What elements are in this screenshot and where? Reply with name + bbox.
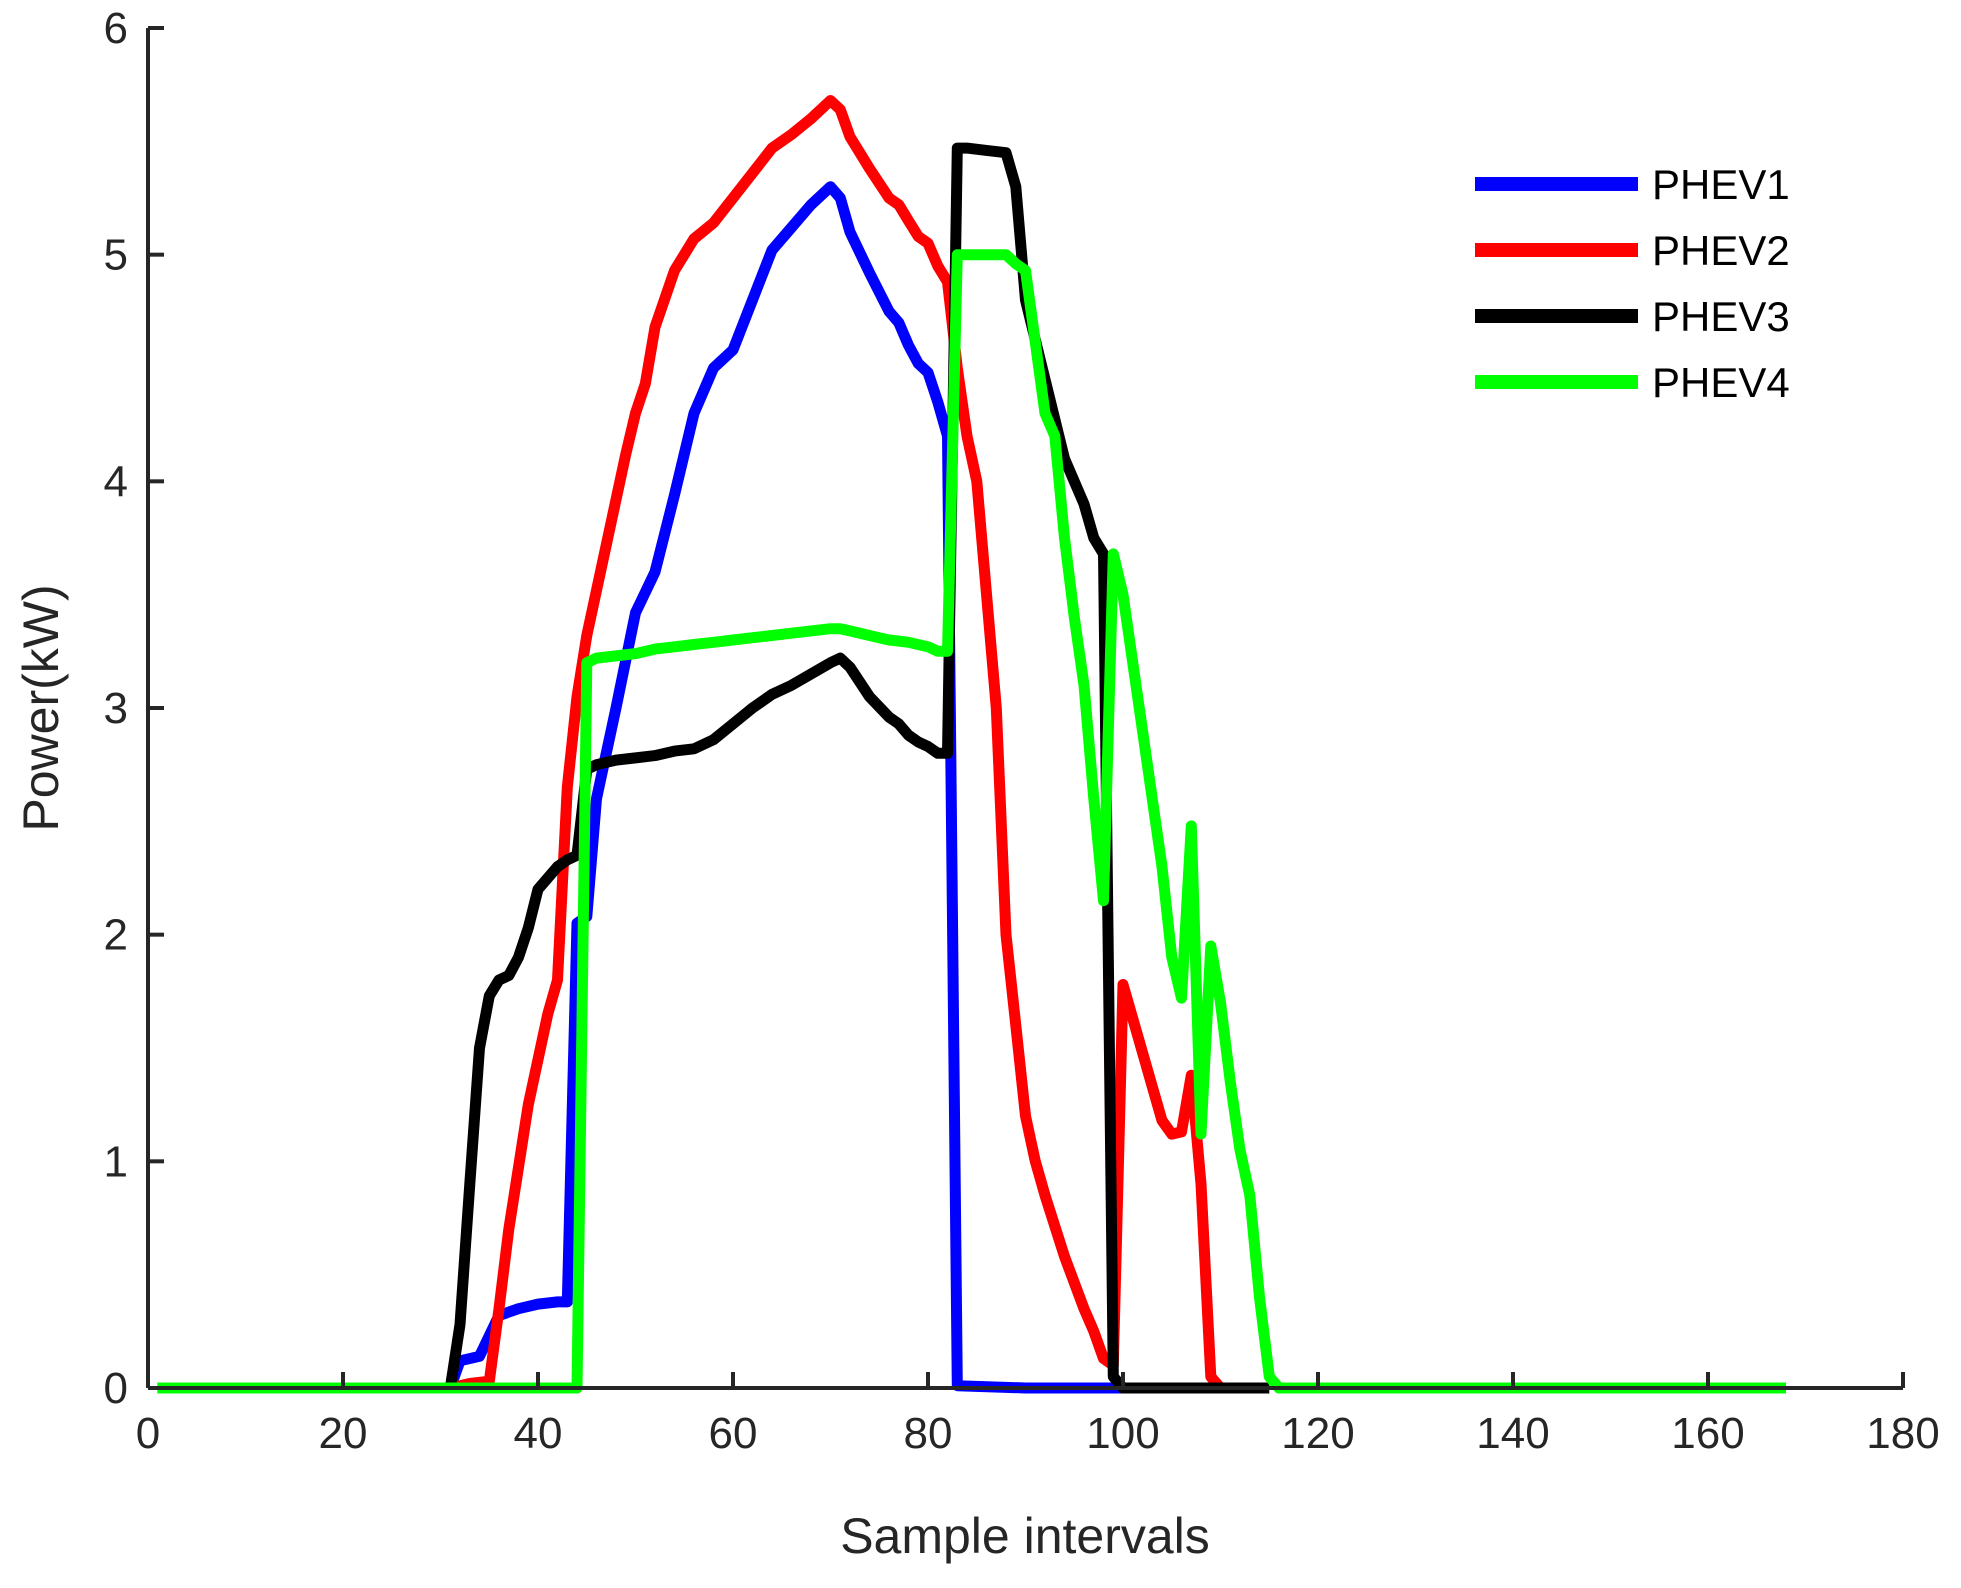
series-line-phev2: [157, 95, 1225, 1394]
y-tick-label: 6: [104, 4, 128, 53]
x-tick-label: 160: [1671, 1409, 1744, 1458]
series-line-phev4: [157, 249, 1786, 1394]
x-tick-label: 100: [1086, 1409, 1159, 1458]
y-tick-label: 2: [104, 911, 128, 960]
legend: PHEV1 PHEV2 PHEV3 PHEV4: [1475, 161, 1790, 406]
y-axis-title: Power(kW): [13, 584, 69, 831]
x-axis-title: Sample intervals: [840, 1508, 1210, 1564]
y-tick-label: 1: [104, 1137, 128, 1186]
x-tick-label: 120: [1281, 1409, 1354, 1458]
y-tick-label: 5: [104, 231, 128, 280]
series-line-phev3: [157, 142, 1270, 1394]
legend-label-phev1: PHEV1: [1652, 161, 1790, 208]
series-line-phev1: [157, 181, 1123, 1394]
x-tick-label: 60: [709, 1409, 758, 1458]
y-tick-label: 3: [104, 684, 128, 733]
x-tick-label: 180: [1866, 1409, 1939, 1458]
legend-label-phev3: PHEV3: [1652, 293, 1790, 340]
x-tick-label: 80: [904, 1409, 953, 1458]
ticks: 0 20 40 60 80 100 120 140 160 180 0 1 2 3 4 5 6: [104, 4, 1940, 1458]
y-tick-label: 4: [104, 457, 128, 506]
x-tick-label: 20: [319, 1409, 368, 1458]
legend-label-phev2: PHEV2: [1652, 227, 1790, 274]
x-tick-label: 40: [514, 1409, 563, 1458]
y-tick-label: 0: [104, 1364, 128, 1413]
series-layer: [157, 95, 1786, 1394]
x-tick-label: 140: [1476, 1409, 1549, 1458]
x-tick-label: 0: [136, 1409, 160, 1458]
legend-label-phev4: PHEV4: [1652, 359, 1790, 406]
